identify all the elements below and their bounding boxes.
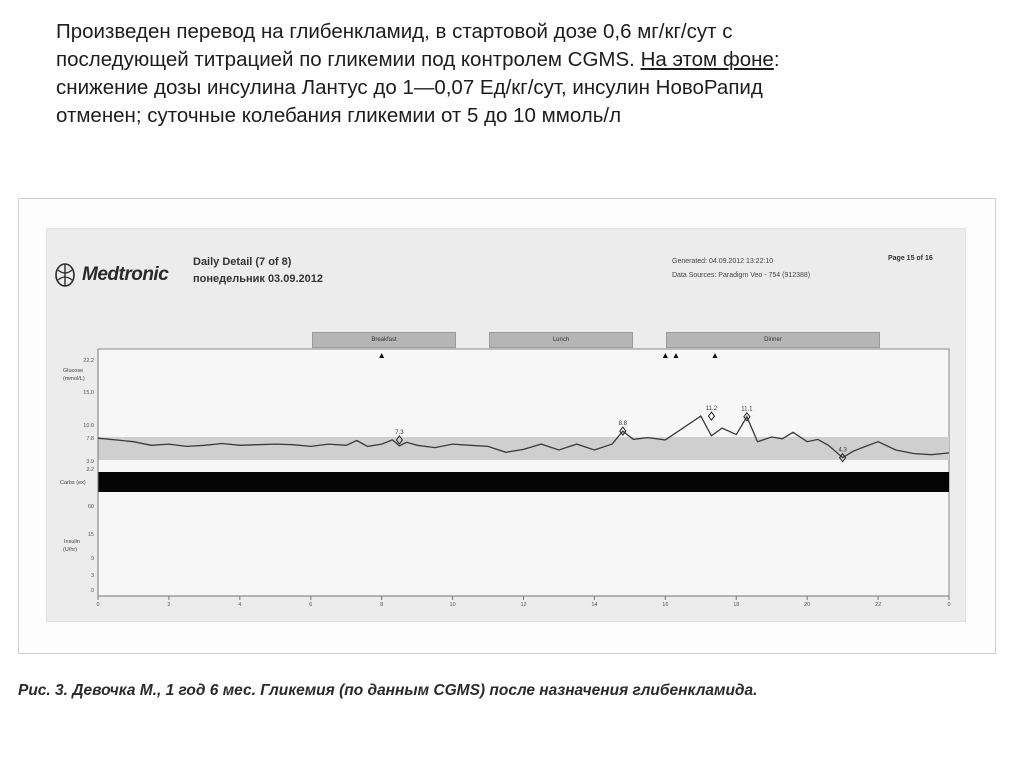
insulin-tick-0: 0 — [91, 588, 94, 594]
annotation-marker — [707, 411, 716, 421]
glucose-tick-10: 10.0 — [83, 423, 94, 429]
report-page-number: Page 15 of 16 — [888, 255, 933, 262]
annotation-marker — [839, 452, 847, 463]
glucose-axis-unit: (mmol/L) — [63, 376, 85, 382]
carbs-tick-60: 60 — [88, 504, 94, 510]
annotation-label: 4.3 — [838, 448, 847, 454]
event-marker — [379, 353, 385, 358]
event-marker — [712, 353, 718, 358]
intro-line-2-part-a: последующей титрацией по гликемии под ко… — [56, 48, 641, 71]
x-tick-label: 4 — [238, 602, 241, 608]
report-title-block: Daily Detail (7 of 8) понедельник 03.09.… — [193, 254, 323, 288]
x-tick-label: 22 — [875, 602, 881, 608]
x-tick-label: 16 — [662, 602, 668, 608]
event-marker — [662, 353, 668, 358]
intro-underlined-phrase: На этом фоне — [640, 48, 774, 71]
meal-band-breakfast: Breakfast — [312, 332, 456, 348]
intro-line-2: последующей титрацией по гликемии под ко… — [56, 46, 956, 74]
insulin-tick-9: 9 — [91, 556, 94, 562]
x-tick-label: 10 — [450, 602, 456, 608]
intro-line-4: отменен; суточные колебания гликемии от … — [56, 104, 622, 127]
x-tick-label: 2 — [167, 602, 170, 608]
annotation-marker — [395, 435, 404, 445]
event-marker — [673, 353, 679, 358]
brand-name: Medtronic — [82, 264, 169, 285]
glucose-tick-15: 15.0 — [83, 390, 94, 396]
report-sources: Data Sources: Paradigm Veo - 754 (912388… — [672, 272, 811, 279]
insulin-tick-3: 3 — [91, 573, 94, 579]
report-title: Daily Detail (7 of 8) — [193, 256, 292, 268]
annotation-marker — [743, 411, 751, 422]
intro-line-2-colon: : — [773, 48, 780, 71]
intro-text: Произведен перевод на глибенкламид, в ст… — [56, 18, 956, 130]
medtronic-logo: Medtronic — [54, 262, 169, 288]
x-tick-label: 0 — [947, 602, 950, 608]
annotation-label: 11.2 — [706, 406, 718, 412]
x-tick-label: 14 — [591, 602, 597, 608]
medtronic-emblem-icon — [55, 263, 75, 287]
x-tick-label: 0 — [96, 602, 99, 608]
report-meta: Generated: 04.09.2012 13:22:10 Data Sour… — [672, 255, 810, 283]
annotation-marker — [619, 426, 627, 436]
annotation-label: 7.3 — [395, 430, 404, 436]
annotation-label: 8.8 — [619, 421, 628, 427]
target-range-band — [98, 437, 949, 460]
glucose-tick-3-9: 3.9 — [86, 459, 94, 465]
x-tick-label: 20 — [804, 602, 810, 608]
meal-band-lunch: Lunch — [489, 332, 633, 348]
glucose-tick-22-2: 22.2 — [83, 358, 94, 364]
glucose-axis-label: Glucose — [63, 368, 83, 374]
glucose-series-line — [97, 415, 950, 459]
insulin-axis-label: Insulin — [64, 539, 80, 545]
glucose-tick-7-8: 7.8 — [86, 436, 94, 442]
carbs-bar — [98, 472, 949, 492]
annotation-label: 11.1 — [741, 407, 753, 413]
x-tick-label: 12 — [520, 602, 526, 608]
meal-band-dinner: Dinner — [666, 332, 880, 348]
carbs-axis-label: Carbs (ex) — [60, 480, 86, 486]
insulin-tick-15: 15 — [88, 532, 94, 538]
x-tick-label: 6 — [309, 602, 312, 608]
report-generated: Generated: 04.09.2012 13:22:10 — [672, 258, 774, 265]
x-tick-label: 18 — [733, 602, 739, 608]
x-tick-label: 8 — [380, 602, 383, 608]
figure-caption: Рис. 3. Девочка М., 1 год 6 мес. Гликеми… — [18, 682, 758, 699]
intro-line-3: снижение дозы инсулина Лантус до 1—0,07 … — [56, 76, 763, 99]
report-date: понедельник 03.09.2012 — [193, 273, 323, 285]
glucose-tick-2-2: 2.2 — [86, 467, 94, 473]
insulin-axis-unit: (U/hr) — [63, 547, 77, 553]
intro-line-1: Произведен перевод на глибенкламид, в ст… — [56, 20, 733, 43]
